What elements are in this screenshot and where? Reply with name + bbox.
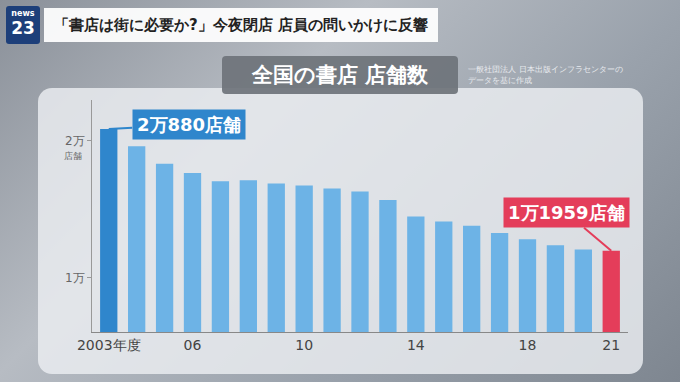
svg-text:2万: 2万 xyxy=(65,134,85,148)
html-text:「書店は街に必要か?」今夜閉店 店員の問いかけに反響: 「書店は街に必要か?」今夜閉店 店員の問いかけに反響 xyxy=(54,16,428,34)
html-text:一般社団法人 日本出版インフラセンターの: 一般社団法人 日本出版インフラセンターの xyxy=(468,65,623,74)
svg-text:18: 18 xyxy=(519,337,537,353)
html-text:全国の書店 店舗数: 全国の書店 店舗数 xyxy=(251,63,429,87)
html-text:news: news xyxy=(11,9,35,18)
svg-text:1万: 1万 xyxy=(65,271,85,285)
svg-text:21: 21 xyxy=(602,337,620,353)
svg-text:1万1959店舗: 1万1959店舗 xyxy=(508,202,625,223)
html-text:データを基に作成: データを基に作成 xyxy=(468,76,532,85)
svg-text:2003年度: 2003年度 xyxy=(77,337,141,353)
svg-text:10: 10 xyxy=(295,337,313,353)
svg-text:14: 14 xyxy=(407,337,425,353)
svg-text:06: 06 xyxy=(184,337,202,353)
svg-text:2万880店舗: 2万880店舗 xyxy=(137,114,241,135)
svg-text:店舗: 店舗 xyxy=(64,151,82,161)
html-text:23: 23 xyxy=(11,18,35,38)
